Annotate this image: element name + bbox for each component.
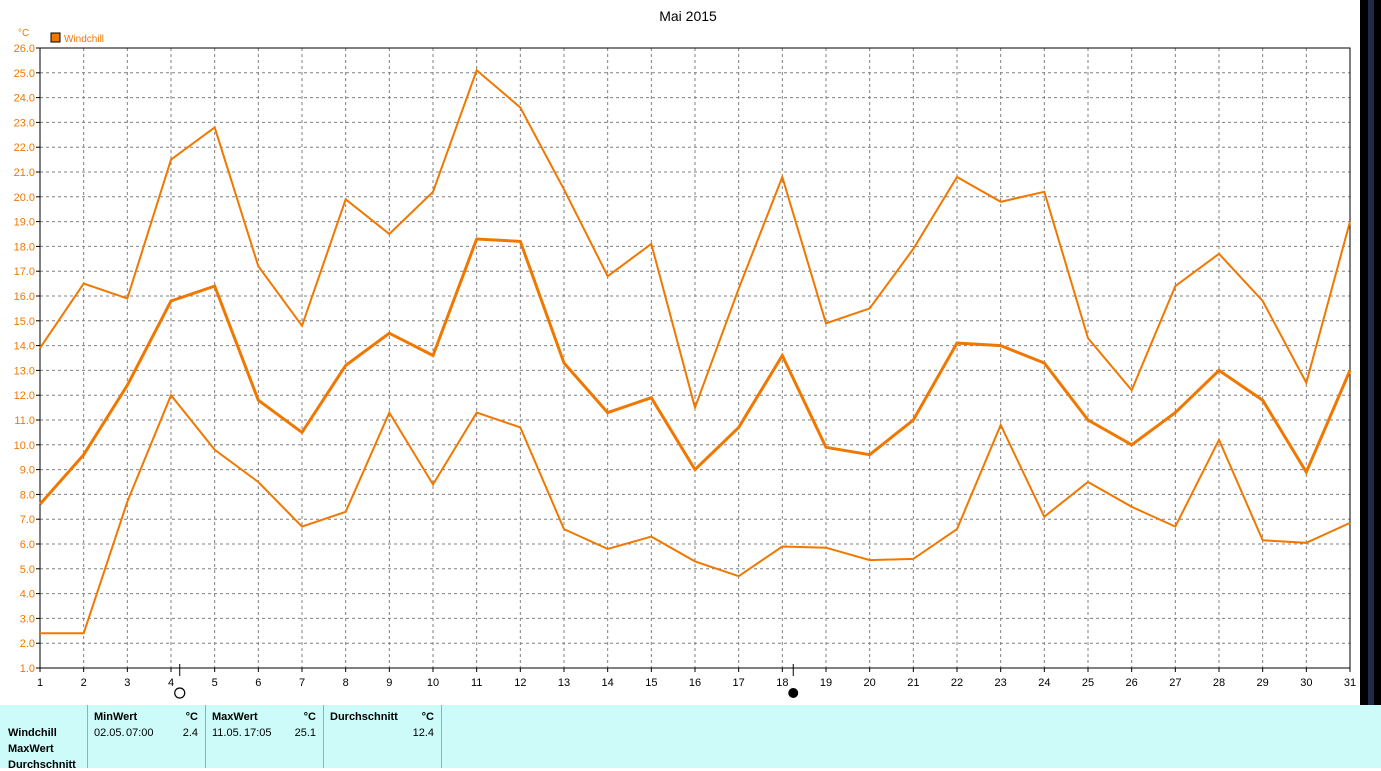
- x-tick-label: 21: [907, 677, 919, 689]
- y-tick-label: 10.0: [14, 440, 35, 452]
- summary-row-maxwert: MaxWert: [8, 743, 54, 755]
- x-tick-label: 4: [168, 677, 174, 689]
- y-tick-label: 13.0: [14, 365, 35, 377]
- x-tick-label: 14: [602, 677, 614, 689]
- y-tick-label: 12.0: [14, 390, 35, 402]
- y-tick-label: 8.0: [20, 489, 35, 501]
- min-value: 2.4: [182, 727, 198, 739]
- max-value: 25.1: [294, 727, 316, 739]
- y-axis-unit: °C: [18, 28, 29, 39]
- summary-row-windchill: Windchill: [8, 727, 57, 739]
- window-edge-strip: [1368, 0, 1374, 705]
- series-lines: [38, 68, 1352, 635]
- x-tick-label: 22: [951, 677, 963, 689]
- grid: [40, 48, 1350, 668]
- y-tick-label: 9.0: [20, 465, 35, 477]
- y-tick-label: 22.0: [14, 142, 35, 154]
- moon-phases: [174, 664, 799, 699]
- y-tick-label: 20.0: [14, 192, 35, 204]
- avg-value: 12.4: [412, 727, 434, 739]
- summary-panel: Windchill MaxWert Durchschnitt MinWert °…: [0, 705, 1381, 771]
- max-date: 11.05.: [212, 727, 242, 739]
- y-tick-label: 4.0: [20, 589, 35, 601]
- series-line-durchschnitt: [38, 237, 1352, 506]
- x-tick-label: 1: [37, 677, 43, 689]
- x-tick-label: 10: [427, 677, 439, 689]
- x-tick-label: 20: [864, 677, 876, 689]
- y-tick-label: 1.0: [20, 663, 35, 675]
- summary-separator: [87, 705, 88, 768]
- summary-separator: [441, 705, 442, 768]
- legend-swatch: [50, 32, 61, 43]
- x-tick-label: 8: [343, 677, 349, 689]
- legend-label: Windchill: [64, 34, 104, 45]
- y-tick-label: 3.0: [20, 613, 35, 625]
- y-tick-label: 2.0: [20, 638, 35, 650]
- x-tick-label: 7: [299, 677, 305, 689]
- y-tick-label: 11.0: [14, 415, 35, 427]
- new-moon-icon: [788, 688, 799, 698]
- x-tick-label: 31: [1344, 677, 1356, 689]
- chart-title: Mai 2015: [659, 8, 717, 24]
- x-tick-label: 9: [386, 677, 392, 689]
- y-tick-label: 5.0: [20, 564, 35, 576]
- x-tick-label: 27: [1169, 677, 1181, 689]
- avg-unit: °C: [421, 711, 434, 723]
- y-tick-label: 21.0: [14, 167, 35, 179]
- y-tick-label: 19.0: [14, 217, 35, 229]
- y-tick-label: 17.0: [14, 266, 35, 278]
- x-tick-label: 25: [1082, 677, 1094, 689]
- avg-header: Durchschnitt: [330, 711, 398, 723]
- x-tick-label: 15: [645, 677, 657, 689]
- y-tick-label: 24.0: [14, 93, 35, 105]
- max-unit: °C: [303, 711, 316, 723]
- min-header: MinWert: [94, 711, 138, 723]
- min-time: 07:00: [126, 727, 154, 739]
- max-header: MaxWert: [212, 711, 258, 723]
- windchill-chart: Mai 2015 °C Windchill 1.0 2.0 3.0 4.0 5.0 6.0…: [14, 8, 1356, 699]
- max-time: 17:05: [244, 727, 272, 739]
- y-tick-label: 18.0: [14, 241, 35, 253]
- x-tick-label: 30: [1300, 677, 1312, 689]
- x-tick-label: 18: [776, 677, 788, 689]
- y-tick-label: 23.0: [14, 117, 35, 129]
- y-tick-label: 16.0: [14, 291, 35, 303]
- x-tick-label: 16: [689, 677, 701, 689]
- x-axis: 1 2 3 4 5 6 7 8 9 10 11 12 13 14 15 16 17 18 19 20 21 22 23 24 2…: [37, 668, 1356, 689]
- y-tick-label: 14.0: [14, 341, 35, 353]
- x-tick-label: 26: [1126, 677, 1138, 689]
- series-line-maxwert: [39, 68, 1351, 411]
- x-tick-label: 12: [514, 677, 526, 689]
- min-date: 02.05.: [94, 727, 125, 739]
- series-line-minwert: [40, 393, 1351, 635]
- summary-row-durchschnitt: Durchschnitt: [8, 759, 76, 771]
- y-tick-label: 6.0: [20, 539, 35, 551]
- x-tick-label: 13: [558, 677, 570, 689]
- x-tick-label: 11: [471, 677, 482, 689]
- x-tick-label: 19: [820, 677, 832, 689]
- min-unit: °C: [185, 711, 198, 723]
- x-tick-label: 2: [81, 677, 87, 689]
- y-axis: 1.0 2.0 3.0 4.0 5.0 6.0 7.0 8.0 9.0 10.0 11.0 12.0 1…: [14, 43, 40, 675]
- y-tick-label: 25.0: [14, 68, 35, 80]
- x-tick-label: 3: [124, 677, 130, 689]
- y-tick-label: 26.0: [14, 43, 35, 55]
- full-moon-icon: [174, 687, 186, 699]
- x-tick-label: 5: [212, 677, 218, 689]
- x-tick-label: 28: [1213, 677, 1225, 689]
- x-tick-label: 17: [733, 677, 745, 689]
- x-tick-label: 6: [255, 677, 261, 689]
- x-tick-label: 29: [1257, 677, 1269, 689]
- x-tick-label: 24: [1038, 677, 1050, 689]
- summary-separator: [323, 705, 324, 768]
- x-tick-label: 23: [995, 677, 1007, 689]
- summary-separator: [205, 705, 206, 768]
- y-tick-label: 7.0: [20, 514, 35, 526]
- y-tick-label: 15.0: [14, 316, 35, 328]
